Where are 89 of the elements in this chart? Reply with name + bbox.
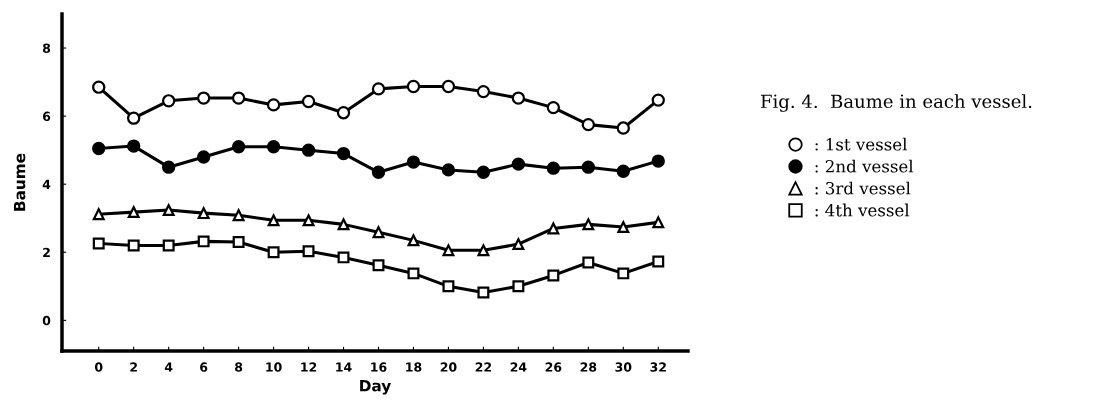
point (512, 280, 525, 293)
point (337, 218, 350, 231)
point (196, 150, 211, 164)
point (652, 216, 665, 229)
point (582, 218, 595, 231)
point (406, 79, 421, 94)
point (407, 234, 420, 247)
y-tick-label: 4 (42, 179, 51, 189)
point (301, 94, 316, 109)
y-tick-label: 0 (42, 315, 51, 326)
point (127, 139, 141, 153)
point (442, 280, 455, 293)
text: Fig. 4. Baume in each vessel. (761, 94, 1032, 112)
point (371, 165, 386, 179)
point (616, 164, 630, 178)
point (232, 236, 245, 249)
point (197, 235, 210, 248)
x-tick-label: 8 (235, 362, 243, 372)
y-tick-label: 8 (42, 43, 51, 53)
point (336, 106, 351, 120)
x-tick-label: 22 (475, 362, 492, 372)
legend-label: : 2nd vessel (815, 159, 914, 173)
y-axis-title: Baume (13, 153, 26, 211)
y-tick-label: 2 (43, 247, 50, 258)
x-tick-label: 2 (130, 362, 137, 372)
point (92, 141, 106, 156)
point (92, 237, 105, 250)
x-tick-label: 4 (164, 362, 173, 372)
point (652, 255, 665, 268)
x-tick-label: 20 (440, 362, 457, 372)
point (372, 259, 385, 272)
x-tick-label: 12 (301, 362, 317, 372)
point (301, 143, 316, 157)
point (476, 165, 491, 179)
point (196, 91, 211, 105)
point (336, 146, 351, 161)
point (616, 121, 630, 135)
x-tick-label: 30 (615, 362, 632, 372)
point (267, 246, 280, 259)
x-tick-label: 24 (510, 362, 527, 372)
point (617, 267, 630, 280)
y-tick-label: 6 (42, 111, 51, 122)
point (546, 100, 561, 115)
point (511, 157, 526, 171)
x-tick-label: 6 (200, 362, 208, 372)
x-tick-label: 10 (266, 362, 282, 372)
point (651, 154, 665, 168)
x-axis-title: Day (360, 380, 391, 395)
point (476, 84, 491, 99)
point (162, 239, 175, 252)
point (651, 93, 665, 107)
point (582, 256, 595, 269)
point (231, 91, 246, 105)
point (127, 111, 141, 125)
x-tick-label: 18 (406, 362, 422, 372)
point (581, 117, 595, 132)
point (547, 269, 560, 282)
point (442, 244, 455, 257)
x-tick-label: 26 (545, 362, 562, 372)
point (581, 160, 595, 174)
point (371, 82, 386, 96)
x-tick-label: 16 (371, 362, 387, 372)
legend-label: : 3rd vessel (815, 181, 911, 195)
legend-label: : 4th vessel (815, 203, 910, 217)
legend-label: : 1st vessel (815, 137, 907, 151)
point (302, 214, 315, 227)
point (547, 222, 560, 235)
point (407, 267, 420, 280)
point (127, 239, 140, 252)
point (546, 161, 561, 175)
x-tick-label: 14 (336, 362, 352, 372)
point (266, 98, 281, 112)
point (162, 160, 176, 174)
point (266, 140, 281, 154)
point (511, 91, 526, 105)
point (92, 80, 106, 94)
x-tick-label: 32 (650, 362, 666, 372)
x-tick-label: 28 (580, 362, 597, 372)
point (441, 79, 456, 94)
point (337, 251, 350, 264)
point (441, 163, 456, 177)
point (267, 214, 280, 227)
point (231, 140, 246, 154)
point (406, 155, 421, 169)
point (302, 245, 315, 258)
point (477, 286, 490, 299)
point (162, 94, 176, 108)
x-tick-label: 0 (94, 362, 103, 372)
point (477, 244, 490, 257)
